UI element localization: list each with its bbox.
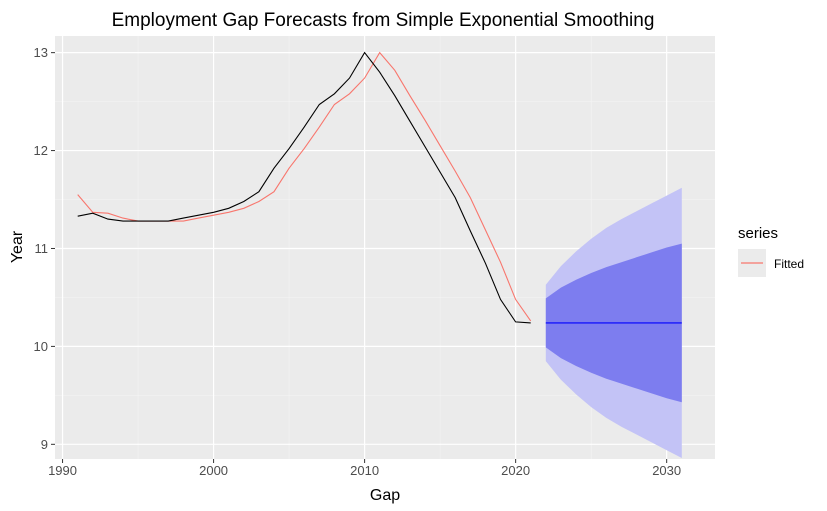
y-tick-label: 10 (34, 339, 48, 354)
y-axis-title: Year (9, 230, 26, 263)
y-tick-label: 9 (41, 437, 48, 452)
x-tick-label: 2010 (350, 463, 379, 478)
x-tick-label: 2030 (652, 463, 681, 478)
x-axis-title: Gap (370, 487, 400, 504)
y-tick-label: 13 (34, 45, 48, 60)
major-gridlines (55, 36, 715, 459)
x-tick-label: 2020 (501, 463, 530, 478)
y-tick-label: 12 (34, 143, 48, 158)
y-tick-label: 11 (35, 241, 49, 256)
x-axis-ticks: 1990 2000 2010 2020 2030 (48, 459, 681, 478)
observed-line (77, 51, 531, 324)
legend-title: series (738, 225, 778, 242)
x-tick-label: 2000 (199, 463, 228, 478)
series-lines (77, 51, 682, 324)
x-tick-label: 1990 (48, 463, 77, 478)
chart-title: Employment Gap Forecasts from Simple Exp… (112, 10, 655, 31)
legend: series Fitted (738, 225, 804, 277)
y-axis-ticks: 9 10 11 12 13 (34, 45, 55, 452)
legend-label-fitted: Fitted (774, 257, 804, 271)
